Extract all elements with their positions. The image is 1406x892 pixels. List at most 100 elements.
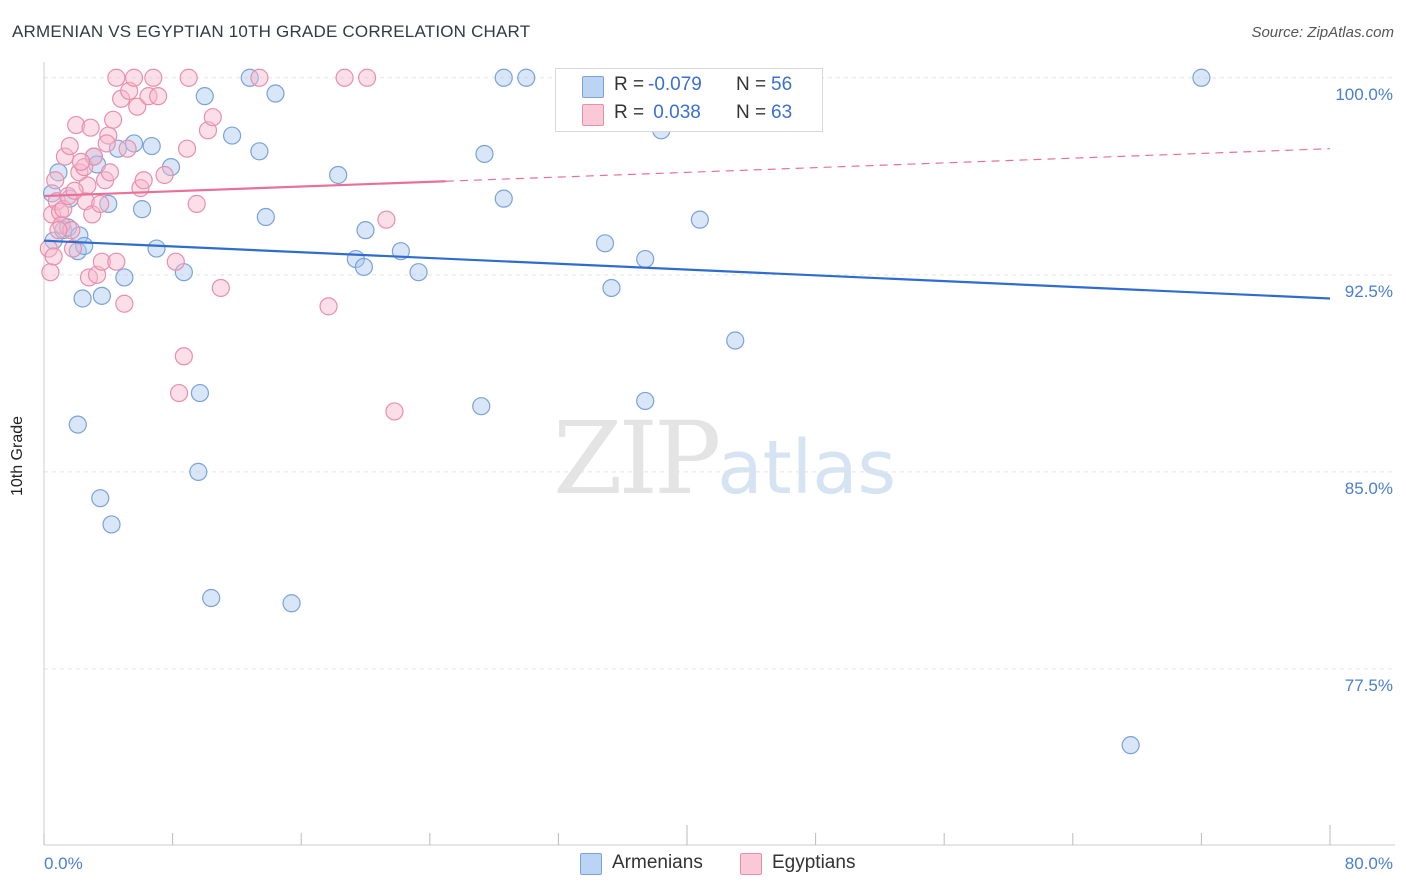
egyptian-point <box>63 239 83 258</box>
armenian-point <box>222 126 242 145</box>
egyptian-trend-extension <box>445 148 1331 182</box>
egyptian-point <box>62 221 81 240</box>
source-label: Source: ZipAtlas.com <box>1251 24 1394 41</box>
legend-label-armenians: Armenians <box>612 852 703 873</box>
egyptian-point <box>335 68 354 87</box>
egyptian-point <box>385 402 404 421</box>
y-tick-label: 100.0% <box>1335 85 1393 104</box>
egyptian-point <box>41 263 60 282</box>
armenian-point <box>73 289 92 308</box>
egyptian-point <box>91 194 110 213</box>
armenian-point <box>250 142 269 161</box>
armenian-point <box>602 278 621 298</box>
r-value: 0.038 <box>648 102 701 123</box>
armenian-points <box>42 68 1211 755</box>
egyptian-point <box>149 87 168 106</box>
x-tick-label: 0.0% <box>44 854 83 873</box>
egyptian-points <box>39 68 404 421</box>
armenian-point <box>266 84 285 103</box>
egyptian-point <box>49 221 68 240</box>
egyptian-point <box>179 68 198 87</box>
armenian-point <box>240 68 259 87</box>
armenian-point <box>202 588 221 608</box>
armenian-point <box>517 68 536 87</box>
armenian-point <box>494 68 513 87</box>
n-value: 56 <box>771 74 793 95</box>
armenian-point <box>356 221 375 240</box>
stats-legend: R = -0.079 N = 56 R = 0.038 N = 63 <box>555 68 823 132</box>
egyptian-point <box>67 115 86 135</box>
armenian-point <box>409 263 428 282</box>
n-label: N = <box>736 74 767 95</box>
armenian-point <box>147 239 166 258</box>
armenian-trend-line <box>43 239 1331 300</box>
armenian-point <box>91 489 110 508</box>
egyptian-point <box>104 110 123 129</box>
egyptian-point <box>203 108 222 127</box>
armenian-point <box>472 397 491 416</box>
egyptian-point <box>50 202 70 221</box>
armenian-point <box>132 200 152 219</box>
egyptian-point <box>124 68 144 87</box>
y-tick-label: 92.5% <box>1345 282 1393 301</box>
armenian-point <box>329 165 348 185</box>
egyptian-point <box>118 139 137 158</box>
axes <box>43 62 1395 846</box>
armenian-point <box>636 249 655 269</box>
armenian-point <box>68 415 87 434</box>
armenian-point <box>475 144 494 164</box>
legend-label-egyptians: Egyptians <box>772 852 856 873</box>
armenian-point <box>142 136 161 156</box>
armenian-point <box>115 268 134 287</box>
y-tick-label: 77.5% <box>1345 676 1393 695</box>
egyptian-point <box>107 252 126 271</box>
egyptian-trend-line <box>43 180 446 198</box>
egyptian-point <box>46 171 65 190</box>
egyptian-point <box>177 139 197 158</box>
egyptian-point <box>377 210 396 229</box>
armenian-swatch <box>582 76 604 98</box>
armenian-point <box>195 87 214 106</box>
egyptian-point <box>174 347 193 366</box>
y-tick-label: 85.0% <box>1345 479 1393 498</box>
tick-labels: 100.0% 92.5% 85.0% 77.5% 0.0% 80.0% <box>44 85 1393 873</box>
chart-title: ARMENIAN VS EGYPTIAN 10TH GRADE CORRELAT… <box>12 22 531 41</box>
egyptian-point <box>187 194 206 213</box>
series-legend: Armenians Egyptians <box>0 852 1406 878</box>
armenian-point <box>726 331 745 350</box>
egyptian-point <box>107 68 126 87</box>
r-value: -0.079 <box>648 74 702 95</box>
egyptian-point <box>128 97 147 116</box>
egyptian-point <box>115 294 134 313</box>
egyptian-point <box>44 247 63 266</box>
watermark-atlas: atlas <box>717 425 897 511</box>
armenian-point <box>92 286 111 305</box>
egyptians-swatch <box>740 853 762 875</box>
egyptian-point <box>250 68 269 87</box>
egyptian-point <box>60 136 79 156</box>
n-label: N = <box>736 102 767 123</box>
egyptian-point <box>92 252 111 271</box>
egyptian-point <box>169 383 189 403</box>
egyptian-point <box>97 134 116 153</box>
egyptian-point <box>134 171 153 190</box>
egyptian-point <box>155 165 174 185</box>
egyptian-point <box>211 278 230 298</box>
armenian-point <box>256 207 275 227</box>
armenian-point <box>1192 68 1211 87</box>
egyptian-point <box>319 297 338 316</box>
egyptian-point <box>166 252 185 271</box>
armenian-point <box>102 515 121 534</box>
trend-lines <box>43 148 1331 300</box>
armenian-point <box>494 189 513 208</box>
armenian-point <box>282 594 301 613</box>
gridlines <box>44 77 1395 670</box>
egyptian-point <box>81 118 100 137</box>
armenian-point <box>354 257 373 277</box>
armenian-point <box>108 139 128 158</box>
watermark-zip: ZIP <box>553 400 721 517</box>
armenian-point <box>189 462 208 481</box>
armenian-point <box>190 383 210 403</box>
armenian-point <box>636 391 655 411</box>
